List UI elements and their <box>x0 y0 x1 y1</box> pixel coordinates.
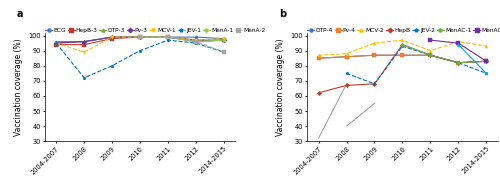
Text: b: b <box>279 9 286 19</box>
Y-axis label: Vaccination coverage (%): Vaccination coverage (%) <box>14 38 22 136</box>
Y-axis label: Vaccination coverage (%): Vaccination coverage (%) <box>276 38 285 136</box>
Text: a: a <box>16 9 23 19</box>
Legend: BCG, HepB-3, DTP-3, Pv-3, MCV-1, JEV-1, MenA-1, MenA-2: BCG, HepB-3, DTP-3, Pv-3, MCV-1, JEV-1, … <box>45 28 265 33</box>
Legend: DTP-4, Pv-4, MCV-2, HepB, JEV-2, MenAC-1, MenAC-2, DT: DTP-4, Pv-4, MCV-2, HepB, JEV-2, MenAC-1… <box>308 28 500 33</box>
